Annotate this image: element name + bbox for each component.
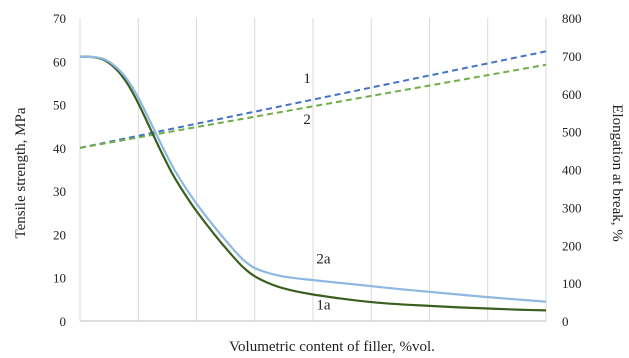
series-label-1: 1 <box>303 71 311 87</box>
left-tick-label: 30 <box>53 184 66 199</box>
series-label-2: 2 <box>303 112 311 128</box>
series-line-2 <box>79 63 547 149</box>
right-y-axis-title: Elongation at break, % <box>609 104 625 241</box>
x-axis-title: Volumetric content of filler, %vol. <box>229 339 435 355</box>
series-label-2a: 2a <box>316 251 331 267</box>
series-line-1a <box>79 55 547 312</box>
right-tick-label: 300 <box>562 200 582 215</box>
left-tick-label: 70 <box>53 11 66 26</box>
left-tick-label: 20 <box>53 227 66 242</box>
series-lines <box>79 50 547 312</box>
right-y-axis-ticks: 0 100 200 300 400 500 600 700 800 <box>562 11 582 329</box>
series-label-1a: 1a <box>316 298 331 314</box>
left-tick-label: 10 <box>53 271 66 286</box>
left-tick-label: 50 <box>53 98 66 113</box>
right-tick-label: 600 <box>562 87 582 102</box>
left-tick-label: 0 <box>60 314 67 329</box>
left-tick-label: 40 <box>53 141 66 156</box>
right-tick-label: 700 <box>562 49 582 64</box>
series-line-2a <box>79 55 547 303</box>
right-tick-label: 400 <box>562 163 582 178</box>
vertical-gridlines <box>79 18 547 321</box>
left-y-axis-title: Tensile strength, MPa <box>13 107 29 238</box>
series-labels: 1 2 2a 1a <box>303 71 330 314</box>
right-tick-label: 200 <box>562 238 582 253</box>
left-tick-label: 60 <box>53 54 66 69</box>
right-tick-label: 0 <box>562 314 569 329</box>
left-y-axis-ticks: 0 10 20 30 40 50 60 70 <box>53 11 66 329</box>
right-tick-label: 100 <box>562 276 582 291</box>
right-tick-label: 800 <box>562 11 582 26</box>
right-tick-label: 500 <box>562 125 582 140</box>
